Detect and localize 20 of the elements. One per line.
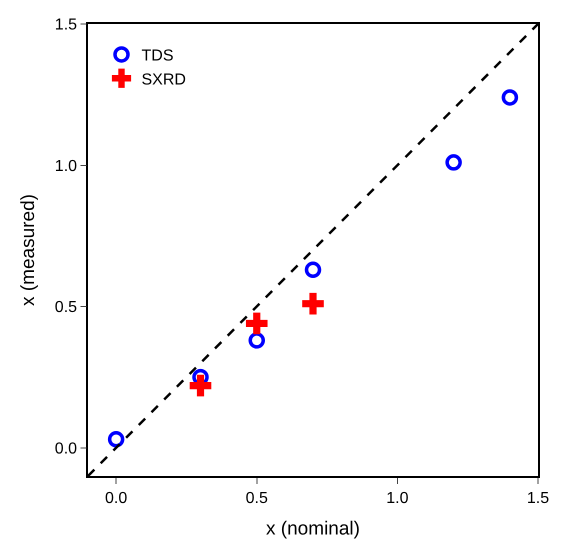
x-tick-label: 1.0: [386, 490, 409, 507]
y-tick-label: 0.0: [54, 440, 78, 458]
y-tick-label: 1.0: [54, 158, 78, 175]
point: [108, 431, 124, 448]
point: [190, 374, 212, 396]
x-axis-title: x (nominal): [266, 518, 360, 540]
point: [246, 312, 268, 334]
x-tick-label: 0.5: [246, 490, 268, 507]
legend-label: TDS: [142, 48, 174, 65]
point: [304, 262, 322, 278]
y-axis-title: x (measured): [18, 194, 40, 306]
x-tick-label: 0.0: [105, 490, 128, 507]
point: [502, 89, 518, 106]
y-tick-label: 1.5: [54, 16, 78, 34]
point: [248, 332, 265, 349]
x-tick-label: 1.5: [526, 490, 550, 507]
y-tick-label: 0.5: [54, 299, 78, 316]
legend-label: SXRD: [142, 72, 186, 88]
point: [445, 154, 462, 171]
point: [302, 292, 324, 314]
